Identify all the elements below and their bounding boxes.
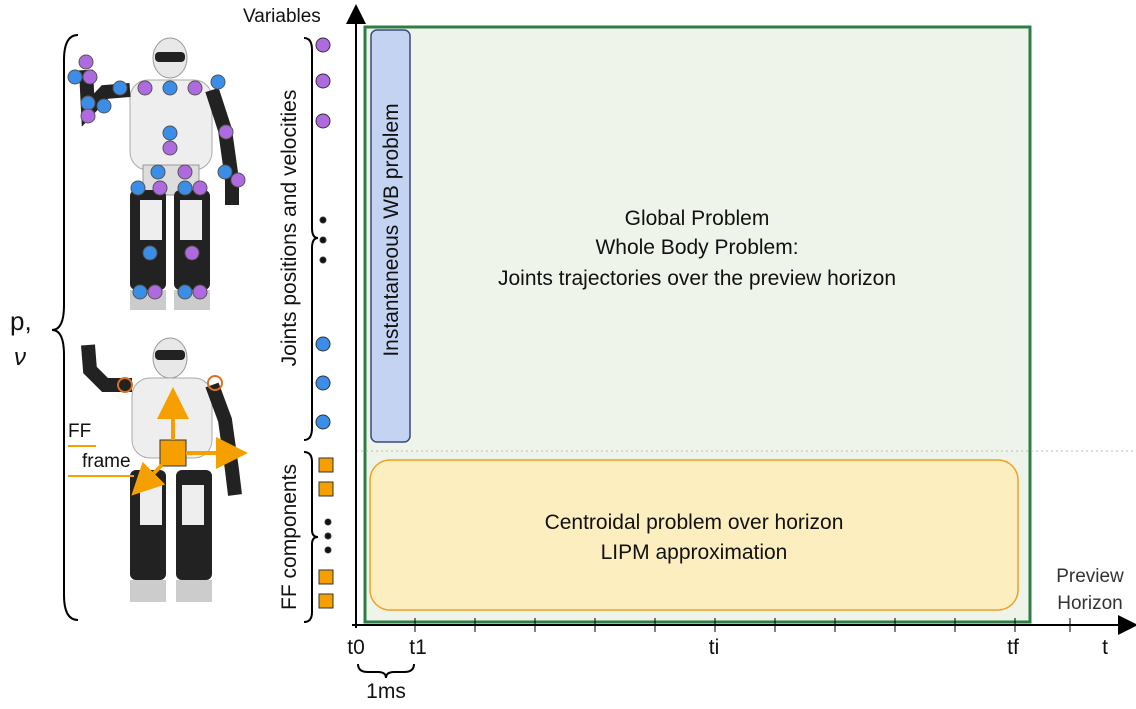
state-brace (51, 34, 79, 621)
y-axis-label: Variables (243, 6, 321, 27)
state-label: ν (14, 344, 26, 371)
joints-label: Joints positions and velocities (278, 90, 301, 367)
ff-frame-label: frame (82, 451, 131, 472)
time-label: ti (709, 636, 720, 659)
centroidal-text: Centroidal problem over horizon (545, 511, 844, 534)
joints-brace (303, 37, 319, 441)
joint-markers (315, 37, 331, 430)
centroidal-text: LIPM approximation (601, 541, 788, 564)
step-label: 1ms (366, 680, 406, 703)
global-text: Whole Body Problem: (595, 236, 798, 259)
instantaneous-box (370, 29, 411, 443)
preview-label: Horizon (1057, 593, 1122, 614)
ff-label: FF components (278, 464, 301, 610)
global-text: Joints trajectories over the preview hor… (498, 267, 896, 290)
ff-frame-label: FF (68, 421, 91, 442)
time-label: t1 (409, 636, 427, 659)
preview-label: Preview (1056, 566, 1124, 587)
ticks (414, 618, 1071, 632)
ff-brace (303, 451, 319, 623)
ff-markers (318, 457, 334, 609)
x-axis-label: t (1102, 636, 1108, 659)
state-label: p, (10, 306, 32, 336)
time-label: tf (1007, 636, 1019, 659)
global-text: Global Problem (625, 207, 770, 230)
robot-joints (67, 37, 246, 310)
centroidal-box (369, 459, 1019, 611)
step-brace (357, 663, 415, 679)
time-label: t0 (347, 636, 365, 659)
instantaneous-label: Instantaneous WB problem (380, 103, 403, 356)
robot-ff (81, 337, 248, 602)
